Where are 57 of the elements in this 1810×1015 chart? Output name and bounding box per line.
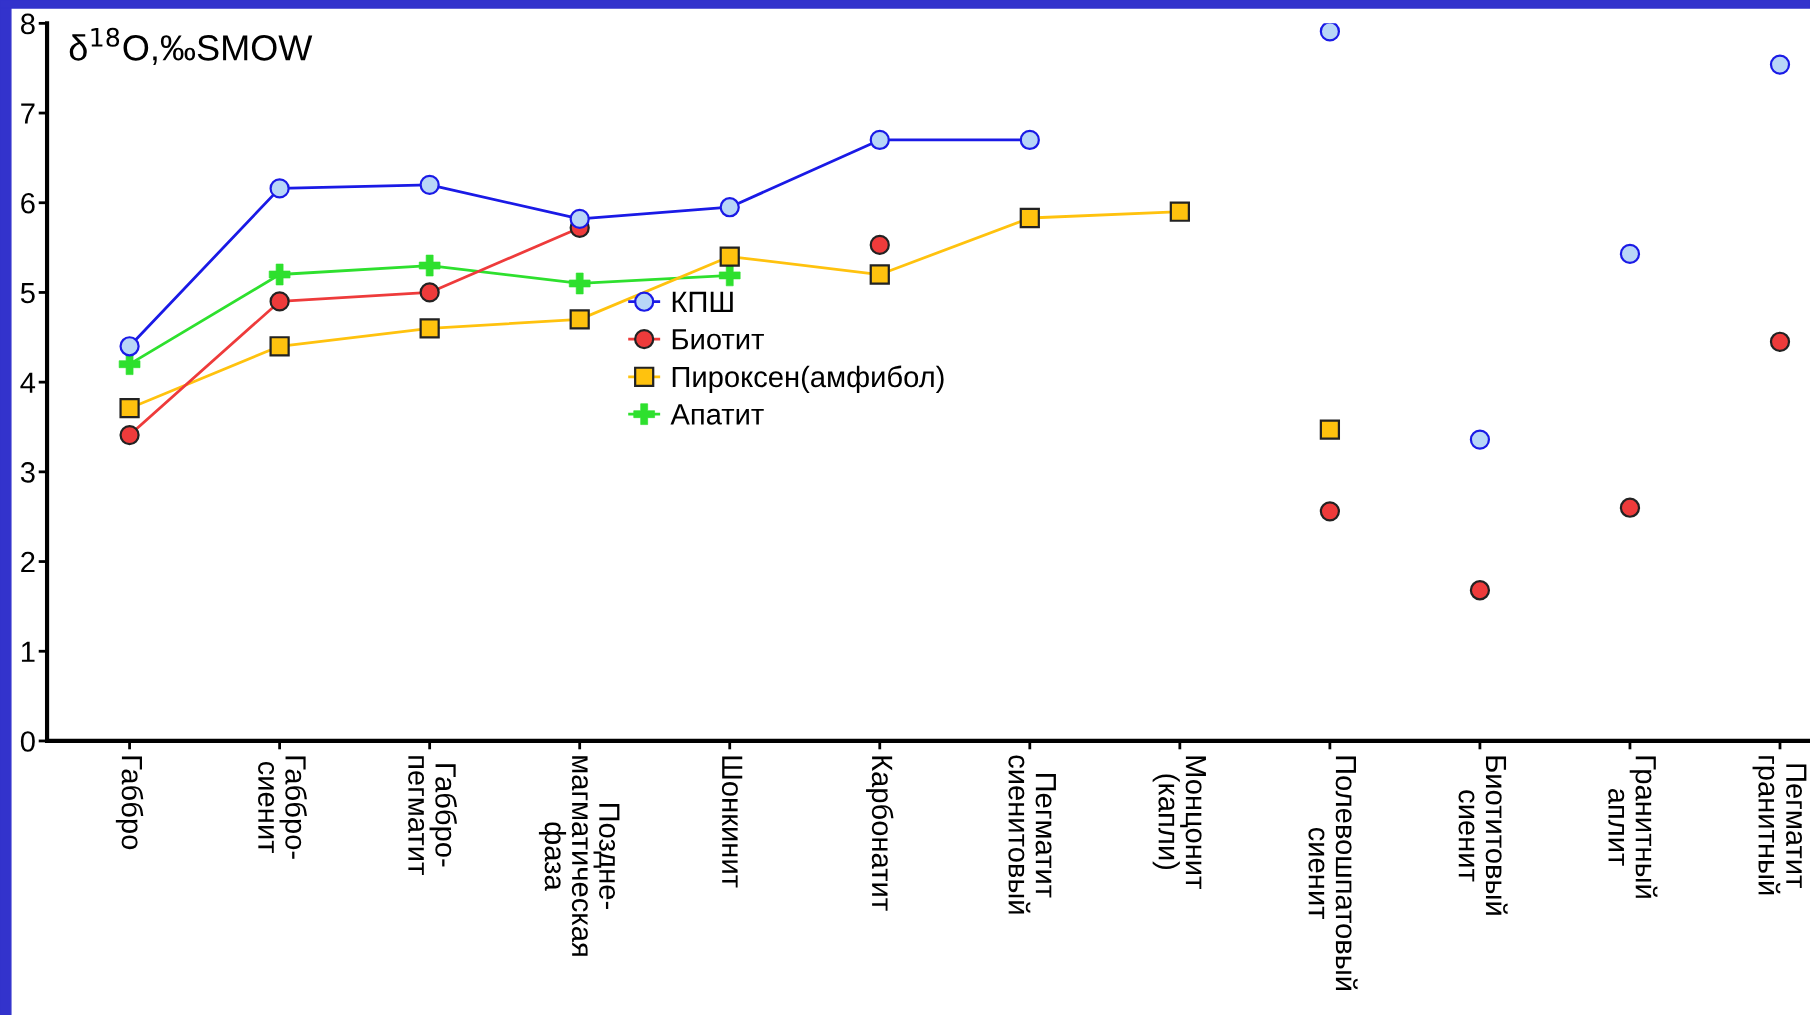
x-tick-label: Полевошпатовый сиенит xyxy=(1308,756,1358,991)
y-tick-label: 3 xyxy=(20,462,35,483)
x-tick-label: Поздне- магматическая фаза xyxy=(538,756,620,956)
point xyxy=(1469,429,1491,450)
point xyxy=(119,336,140,357)
y-tick-label: 0 xyxy=(20,731,35,752)
point xyxy=(1019,207,1040,229)
x-tick-label: Гранитный аплит xyxy=(1608,756,1658,898)
x-tick-label: Габбро- пегматит xyxy=(408,756,457,875)
point xyxy=(419,318,440,339)
point xyxy=(269,336,290,357)
legend-label: Пироксен(амфибол) xyxy=(672,365,944,394)
point xyxy=(568,272,591,295)
point xyxy=(569,208,590,230)
point xyxy=(419,174,440,195)
point xyxy=(1319,501,1341,522)
point xyxy=(268,263,291,286)
y-tick-label: 2 xyxy=(21,551,35,573)
point xyxy=(1319,419,1341,440)
point xyxy=(1619,243,1641,265)
point xyxy=(269,291,290,312)
point xyxy=(869,234,890,256)
point xyxy=(869,264,890,285)
x-tick-label: Биотитовый сиенит xyxy=(1458,756,1508,915)
y-tick-label: 7 xyxy=(21,103,35,124)
x-tick-label: Шонкинит xyxy=(721,756,743,888)
y-tick-label: 4 xyxy=(20,372,36,393)
point xyxy=(1319,23,1341,42)
point xyxy=(719,246,740,267)
y-axis-title: δ$^{18}$O,‰SMOW xyxy=(69,27,313,65)
x-tick-label: Карбонатит xyxy=(866,756,894,911)
y-tick-label: 6 xyxy=(21,192,35,214)
x-tick-label: Габбро- сиенит xyxy=(258,756,307,859)
x-tick-label: Пегматит сиенитовый xyxy=(1008,755,1056,914)
x-tick-label: Пегматит гранитный xyxy=(1752,756,1807,895)
point xyxy=(1019,129,1040,151)
point xyxy=(719,197,740,218)
y-tick-label: 8 xyxy=(21,13,35,35)
point xyxy=(1769,331,1791,352)
point xyxy=(119,398,140,419)
point xyxy=(1169,201,1190,222)
point xyxy=(569,309,590,330)
legend-label: Апатит xyxy=(670,404,764,425)
point xyxy=(1469,580,1491,601)
point xyxy=(1769,54,1791,75)
legend-label: КПШ xyxy=(672,291,733,312)
point xyxy=(419,282,440,303)
x-tick-label: Монцонит (капли) xyxy=(1152,756,1206,889)
y-tick-label: 5 xyxy=(20,282,35,304)
x-tick-label: Габбро xyxy=(115,756,144,850)
point xyxy=(418,254,441,277)
y-tick-label: 1 xyxy=(21,641,35,662)
point xyxy=(119,424,140,446)
point xyxy=(269,178,290,199)
point xyxy=(1619,497,1641,518)
legend-label: Биотит xyxy=(672,329,764,350)
point xyxy=(869,129,890,151)
